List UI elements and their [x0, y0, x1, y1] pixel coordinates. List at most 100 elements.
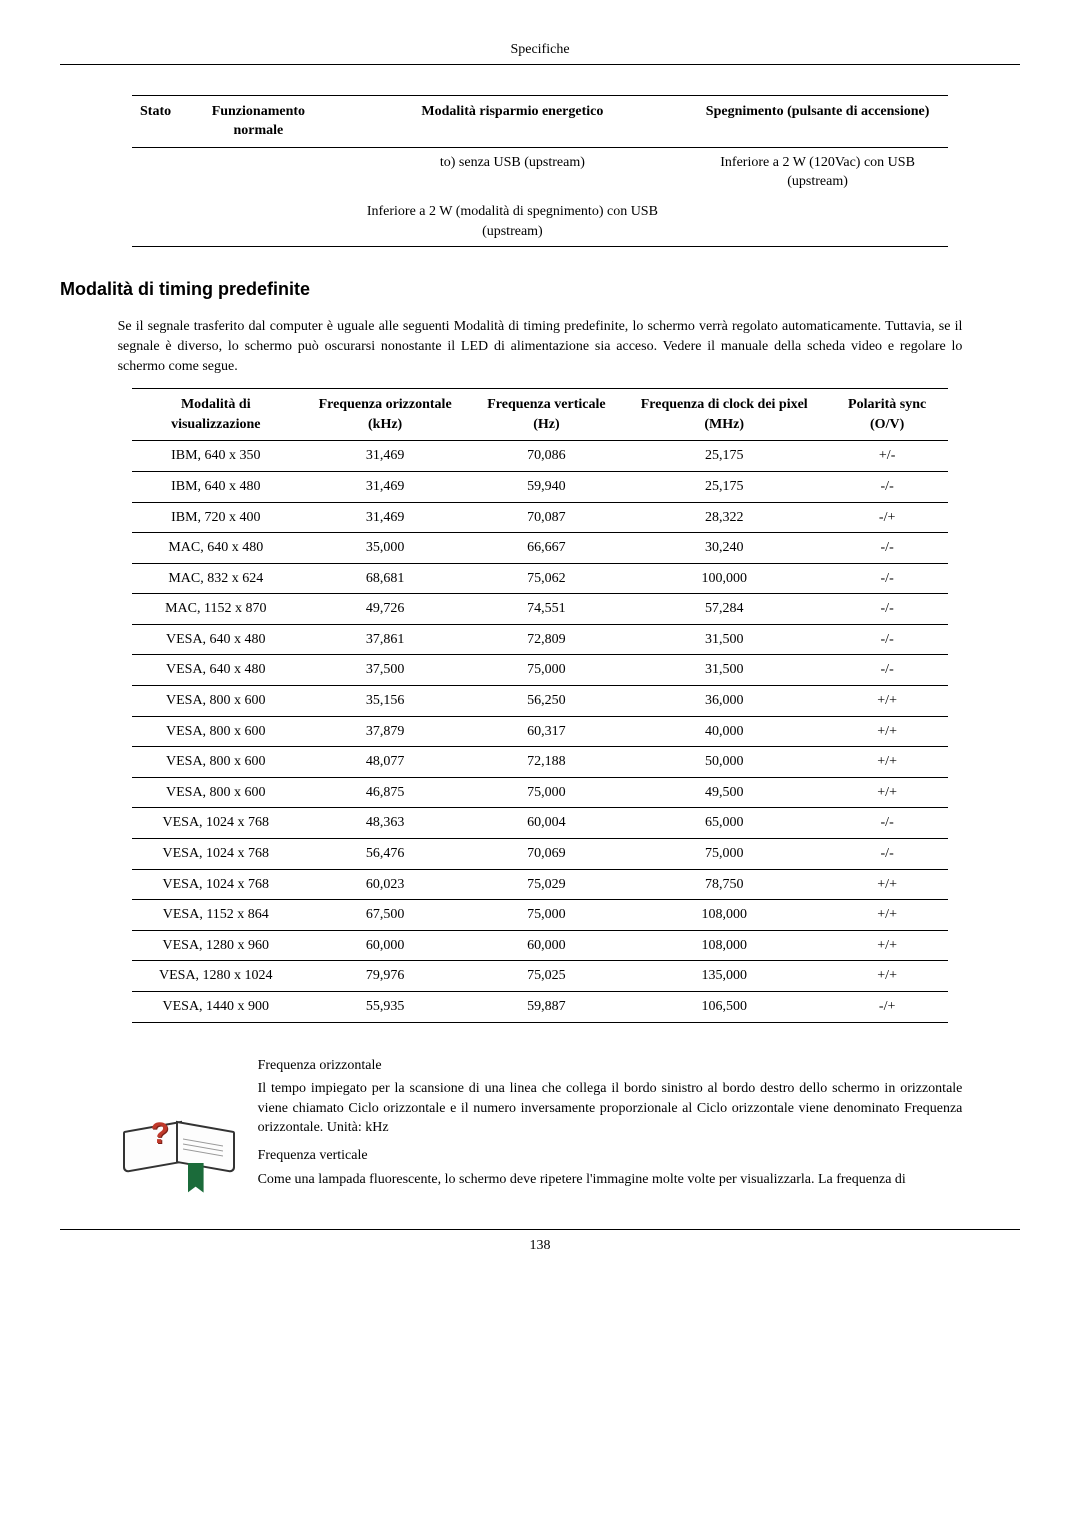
- table-cell: 100,000: [622, 563, 826, 594]
- table-cell: +/+: [826, 930, 948, 961]
- table-row: VESA, 800 x 60046,87575,00049,500+/+: [132, 777, 948, 808]
- table-cell: 37,500: [300, 655, 471, 686]
- table-cell: 78,750: [622, 869, 826, 900]
- table-cell: VESA, 1440 x 900: [132, 992, 300, 1023]
- table-cell: 67,500: [300, 900, 471, 931]
- table-cell: +/+: [826, 869, 948, 900]
- page-footer: 138: [60, 1229, 1020, 1256]
- table-cell: +/+: [826, 686, 948, 717]
- table-cell: VESA, 800 x 600: [132, 686, 300, 717]
- table-cell: VESA, 1280 x 1024: [132, 961, 300, 992]
- table-cell: 70,086: [471, 441, 623, 472]
- table-cell: 35,000: [300, 533, 471, 564]
- table-cell: -/-: [826, 533, 948, 564]
- table-cell: 75,062: [471, 563, 623, 594]
- page-header: Specifiche: [60, 40, 1020, 65]
- table-cell: IBM, 720 x 400: [132, 502, 300, 533]
- table-cell: VESA, 1152 x 864: [132, 900, 300, 931]
- table-cell: 25,175: [622, 441, 826, 472]
- table-row: VESA, 1280 x 96060,00060,000108,000+/+: [132, 930, 948, 961]
- book-icon: ?: [123, 1108, 233, 1163]
- table-cell: 35,156: [300, 686, 471, 717]
- table-row: VESA, 1024 x 76848,36360,00465,000-/-: [132, 808, 948, 839]
- timing-th-2: Frequenza verticale (Hz): [471, 389, 623, 441]
- table-cell: 106,500: [622, 992, 826, 1023]
- table-cell: 108,000: [622, 930, 826, 961]
- table-row: MAC, 640 x 48035,00066,66730,240-/-: [132, 533, 948, 564]
- table-cell: 75,000: [471, 900, 623, 931]
- state-row-1: Inferiore a 2 W (modalità di spegnimento…: [132, 197, 948, 247]
- question-mark-icon: ?: [151, 1113, 169, 1155]
- state-cell: to) senza USB (upstream): [338, 147, 688, 197]
- table-cell: 49,726: [300, 594, 471, 625]
- table-row: VESA, 800 x 60037,87960,31740,000+/+: [132, 716, 948, 747]
- table-row: VESA, 1024 x 76856,47670,06975,000-/-: [132, 839, 948, 870]
- table-cell: -/-: [826, 808, 948, 839]
- table-cell: 56,250: [471, 686, 623, 717]
- table-cell: VESA, 640 x 480: [132, 624, 300, 655]
- book-question-icon: ?: [118, 1068, 238, 1178]
- table-row: MAC, 832 x 62468,68175,062100,000-/-: [132, 563, 948, 594]
- table-cell: 135,000: [622, 961, 826, 992]
- timing-th-0: Modalità di visualizzazione: [132, 389, 300, 441]
- table-cell: 59,940: [471, 471, 623, 502]
- table-cell: 79,976: [300, 961, 471, 992]
- timing-table-wrapper: Modalità di visualizzazione Frequenza or…: [132, 388, 948, 1022]
- table-cell: +/+: [826, 777, 948, 808]
- state-cell: [179, 147, 337, 197]
- state-cell: Inferiore a 2 W (120Vac) con USB (upstre…: [687, 147, 948, 197]
- table-cell: +/-: [826, 441, 948, 472]
- table-row: VESA, 640 x 48037,50075,00031,500-/-: [132, 655, 948, 686]
- table-cell: -/-: [826, 655, 948, 686]
- table-cell: 60,023: [300, 869, 471, 900]
- table-cell: 68,681: [300, 563, 471, 594]
- table-cell: MAC, 640 x 480: [132, 533, 300, 564]
- table-cell: 31,469: [300, 471, 471, 502]
- table-cell: 31,469: [300, 502, 471, 533]
- table-cell: 49,500: [622, 777, 826, 808]
- table-cell: VESA, 1024 x 768: [132, 808, 300, 839]
- table-row: VESA, 1024 x 76860,02375,02978,750+/+: [132, 869, 948, 900]
- table-cell: VESA, 1024 x 768: [132, 869, 300, 900]
- table-row: IBM, 640 x 48031,46959,94025,175-/-: [132, 471, 948, 502]
- table-cell: MAC, 1152 x 870: [132, 594, 300, 625]
- table-cell: -/-: [826, 471, 948, 502]
- timing-th-3: Frequenza di clock dei pixel (MHz): [622, 389, 826, 441]
- table-cell: 60,000: [471, 930, 623, 961]
- state-cell: [132, 147, 179, 197]
- table-cell: 57,284: [622, 594, 826, 625]
- timing-table: Modalità di visualizzazione Frequenza or…: [132, 388, 948, 1022]
- table-cell: 75,000: [471, 655, 623, 686]
- section-heading: Modalità di timing predefinite: [60, 277, 1020, 302]
- table-cell: 31,500: [622, 655, 826, 686]
- h-freq-body: Il tempo impiegato per la scansione di u…: [258, 1079, 963, 1138]
- table-cell: +/+: [826, 716, 948, 747]
- state-row-0: to) senza USB (upstream) Inferiore a 2 W…: [132, 147, 948, 197]
- table-cell: -/+: [826, 502, 948, 533]
- table-row: VESA, 1440 x 90055,93559,887106,500-/+: [132, 992, 948, 1023]
- table-cell: IBM, 640 x 480: [132, 471, 300, 502]
- table-row: MAC, 1152 x 87049,72674,55157,284-/-: [132, 594, 948, 625]
- table-cell: 66,667: [471, 533, 623, 564]
- state-cell: [132, 197, 179, 247]
- table-cell: 70,069: [471, 839, 623, 870]
- info-text: Frequenza orizzontale Il tempo impiegato…: [258, 1048, 963, 1190]
- table-cell: 60,004: [471, 808, 623, 839]
- table-cell: VESA, 800 x 600: [132, 777, 300, 808]
- table-cell: -/-: [826, 594, 948, 625]
- state-cell: Inferiore a 2 W (modalità di spegnimento…: [338, 197, 688, 247]
- table-cell: VESA, 1280 x 960: [132, 930, 300, 961]
- state-cell: [179, 197, 337, 247]
- table-cell: 75,000: [471, 777, 623, 808]
- h-freq-title: Frequenza orizzontale: [258, 1056, 963, 1076]
- v-freq-body: Come una lampada fluorescente, lo scherm…: [258, 1170, 963, 1190]
- table-row: VESA, 1152 x 86467,50075,000108,000+/+: [132, 900, 948, 931]
- table-cell: MAC, 832 x 624: [132, 563, 300, 594]
- timing-th-4: Polarità sync (O/V): [826, 389, 948, 441]
- state-table: Stato Funzionamento normale Modalità ris…: [132, 95, 948, 248]
- state-table-wrapper: Stato Funzionamento normale Modalità ris…: [132, 95, 948, 248]
- table-row: VESA, 800 x 60048,07772,18850,000+/+: [132, 747, 948, 778]
- intro-paragraph: Se il segnale trasferito dal computer è …: [118, 317, 963, 376]
- v-freq-title: Frequenza verticale: [258, 1146, 963, 1166]
- table-cell: 60,000: [300, 930, 471, 961]
